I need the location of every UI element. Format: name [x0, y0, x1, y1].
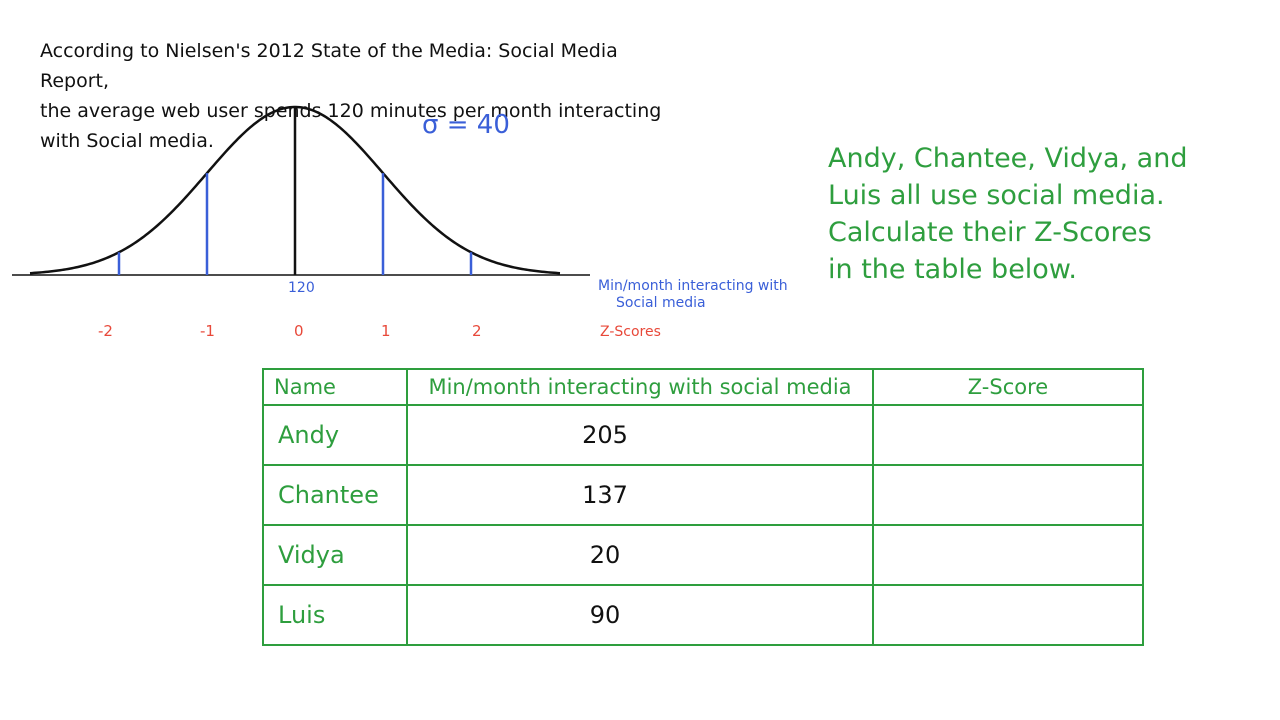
minutes-cell: 90: [406, 584, 874, 646]
table-row: Andy 205: [262, 404, 1144, 466]
header-minutes: Min/month interacting with social media: [406, 368, 874, 406]
name-cell: Chantee: [262, 464, 408, 526]
normal-curve-diagram: 120 Min/month interacting with Social me…: [12, 105, 788, 340]
z-score-label-2: 2: [472, 322, 482, 340]
z-axis-title: Z-Scores: [600, 324, 661, 340]
name-cell: Andy: [262, 404, 408, 466]
z-score-table: Name Min/month interacting with social m…: [262, 368, 1144, 646]
z-score-cell[interactable]: [872, 584, 1144, 646]
header-name: Name: [262, 368, 408, 406]
sigma-label: σ = 40: [422, 110, 510, 140]
z-score-cell[interactable]: [872, 404, 1144, 466]
name-cell: Luis: [262, 584, 408, 646]
table-row: Chantee 137: [262, 464, 1144, 526]
x-axis-title-line1: Min/month interacting with: [598, 278, 788, 294]
mean-tick-label: 120: [288, 280, 315, 296]
intro-text: According to Nielsen's 2012 State of the…: [40, 40, 662, 152]
table-row: Luis 90: [262, 584, 1144, 646]
z-score-label-minus-1: -1: [200, 322, 215, 340]
name-cell: Vidya: [262, 524, 408, 586]
z-score-label-0: 0: [294, 322, 304, 340]
z-score-cell[interactable]: [872, 524, 1144, 586]
instructions-text: Andy, Chantee, Vidya, and Luis all use s…: [828, 143, 1188, 285]
minutes-cell: 137: [406, 464, 874, 526]
x-axis-title-line2: Social media: [616, 295, 706, 311]
table-row: Vidya 20: [262, 524, 1144, 586]
minutes-cell: 205: [406, 404, 874, 466]
header-z-score: Z-Score: [872, 368, 1144, 406]
table-header-row: Name Min/month interacting with social m…: [262, 368, 1144, 406]
minutes-cell: 20: [406, 524, 874, 586]
z-score-label-1: 1: [381, 322, 391, 340]
z-score-label-minus-2: -2: [98, 322, 113, 340]
z-score-cell[interactable]: [872, 464, 1144, 526]
